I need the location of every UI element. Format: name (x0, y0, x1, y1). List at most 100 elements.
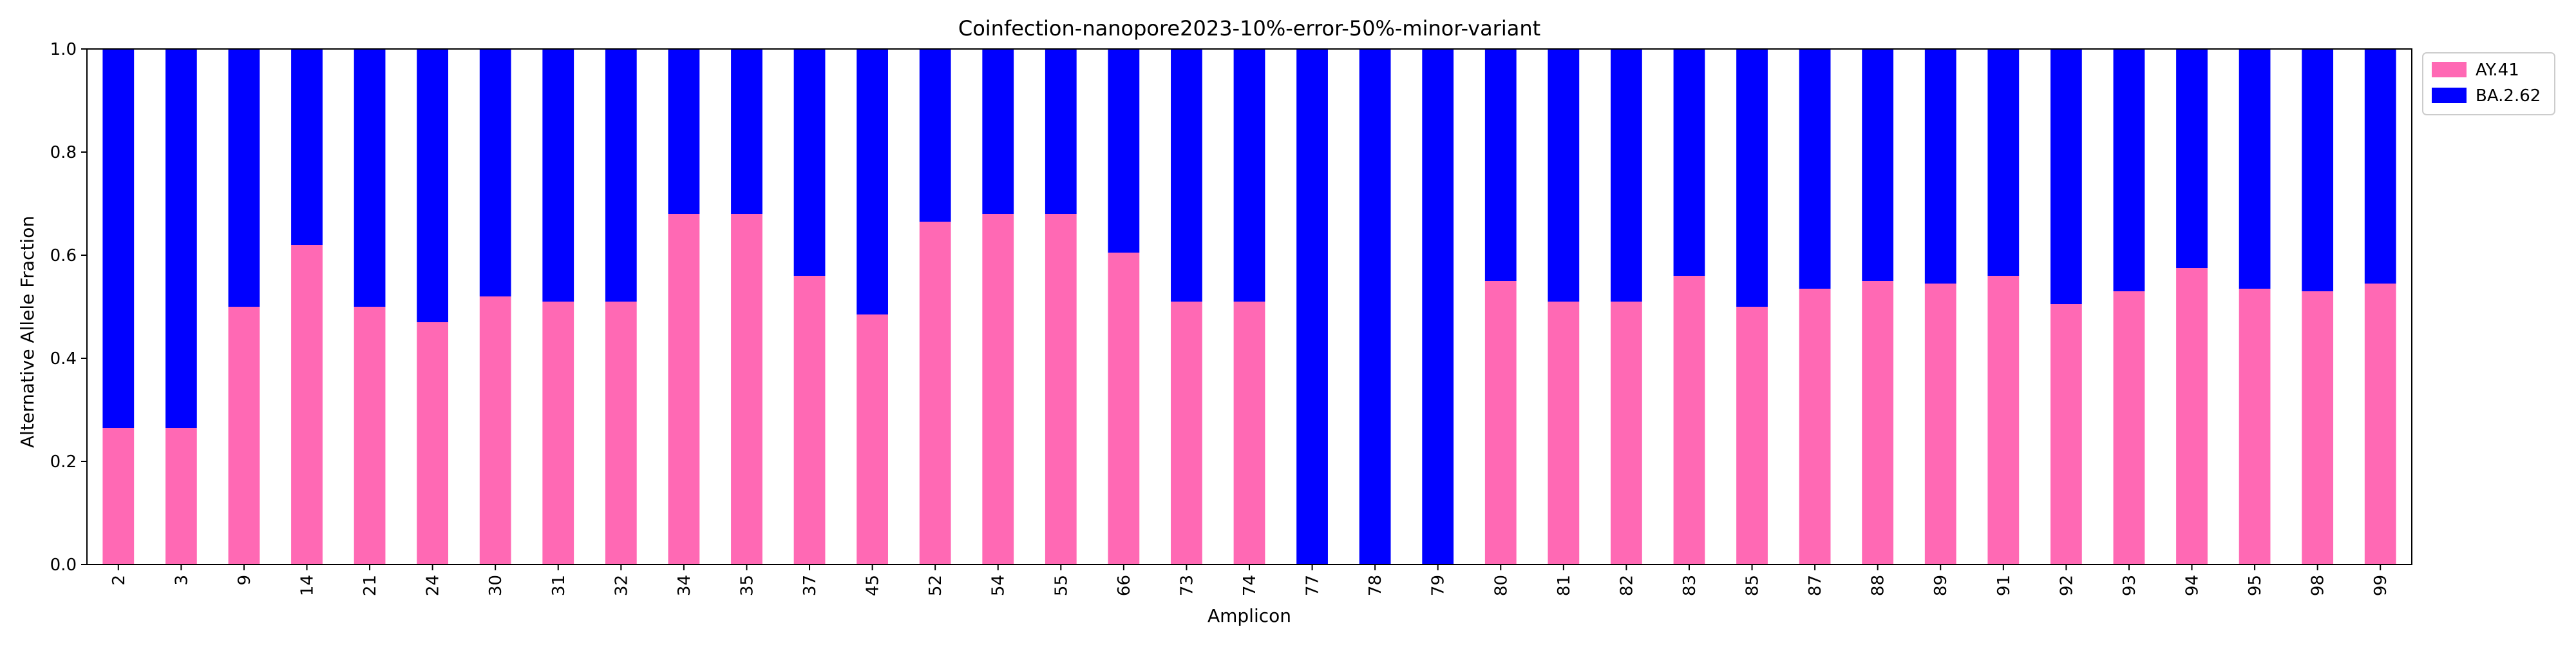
legend-label-ay41: AY.41 (2476, 61, 2519, 80)
bar-ba262-95 (2239, 49, 2271, 289)
x-tick-label: 35 (737, 575, 757, 596)
bar-ay41-93 (2113, 291, 2145, 565)
x-tick-label: 85 (1743, 575, 1763, 596)
bar-ba262-79 (1422, 49, 1454, 565)
bar-ay41-34 (668, 214, 700, 565)
x-tick-label: 2 (109, 575, 129, 586)
x-tick-label: 32 (612, 575, 631, 596)
bar-ay41-35 (731, 214, 762, 565)
x-tick-label: 79 (1429, 575, 1448, 596)
legend: AY.41 BA.2.62 (2422, 52, 2555, 115)
bar-ay41-89 (1924, 284, 1956, 565)
bar-ay41-83 (1673, 276, 1705, 565)
bar-ba262-91 (1987, 49, 2020, 276)
x-tick-label: 21 (361, 575, 380, 596)
bar-ba262-54 (982, 49, 1014, 214)
x-tick-label: 52 (926, 575, 945, 596)
bar-ba262-2 (102, 49, 135, 428)
bar-ay41-94 (2176, 268, 2208, 565)
bar-ay41-30 (479, 296, 511, 565)
x-axis-label: Amplicon (1208, 605, 1291, 626)
x-tick-label: 66 (1115, 575, 1134, 596)
bar-ay41-21 (354, 307, 386, 565)
bar-ay41-14 (291, 245, 323, 565)
bar-ba262-73 (1171, 49, 1202, 302)
y-tick-label: 0.8 (50, 143, 77, 162)
bar-ba262-66 (1108, 49, 1140, 253)
bar-ba262-37 (793, 49, 826, 276)
x-tick-label: 81 (1555, 575, 1574, 596)
bar-ba262-99 (2364, 49, 2396, 284)
x-tick-label: 9 (235, 575, 254, 586)
x-tick-label: 82 (1617, 575, 1636, 596)
bar-ba262-32 (605, 49, 637, 302)
y-tick-label: 0.2 (50, 452, 77, 472)
bar-ay41-37 (793, 276, 826, 565)
x-tick-label: 73 (1177, 575, 1197, 596)
bar-ay41-85 (1736, 307, 1768, 565)
bar-ba262-55 (1045, 49, 1077, 214)
bar-ay41-88 (1862, 281, 1894, 565)
bar-ba262-92 (2050, 49, 2082, 304)
x-tick-label: 45 (864, 575, 883, 596)
bar-ay41-24 (417, 322, 449, 565)
x-tick-label: 99 (2371, 575, 2391, 596)
legend-swatch-ba262 (2432, 88, 2467, 103)
bar-ay41-66 (1108, 253, 1140, 565)
bar-ay41-32 (605, 302, 637, 565)
bar-ba262-45 (857, 49, 888, 314)
bar-ay41-87 (1799, 289, 1831, 565)
bar-ba262-30 (479, 49, 511, 296)
x-tick-label: 77 (1303, 575, 1323, 596)
bar-ay41-91 (1987, 276, 2020, 565)
bar-ay41-80 (1484, 281, 1517, 565)
x-tick-label: 98 (2309, 575, 2328, 596)
bar-ay41-92 (2050, 304, 2082, 565)
y-axis-label: Alternative Allele Fraction (17, 216, 38, 448)
bar-ba262-85 (1736, 49, 1768, 307)
legend-swatch-ay41 (2432, 62, 2467, 77)
bar-ay41-3 (165, 428, 197, 565)
bar-ay41-31 (542, 302, 574, 565)
x-tick-label: 94 (2183, 575, 2202, 596)
x-tick-label: 55 (1052, 575, 1071, 596)
x-tick-label: 24 (424, 575, 443, 596)
x-tick-label: 91 (1994, 575, 2014, 596)
bar-ba262-87 (1799, 49, 1831, 289)
bar-ay41-99 (2364, 284, 2396, 565)
bar-ba262-9 (228, 49, 260, 307)
bar-ba262-81 (1548, 49, 1580, 302)
bar-ay41-52 (919, 222, 951, 565)
x-tick-label: 93 (2120, 575, 2139, 596)
plot-area: 0.0 0.2 0.4 0.6 0.8 1.0 2 3 9 14 21 24 30 31 32 34 35 37 4… (50, 40, 2412, 596)
bar-ba262-94 (2176, 49, 2208, 268)
bar-ay41-55 (1045, 214, 1077, 565)
x-tick-label: 95 (2246, 575, 2265, 596)
x-tick-label: 37 (800, 575, 820, 596)
bar-ba262-89 (1924, 49, 1956, 284)
bar-ba262-80 (1484, 49, 1517, 281)
x-tick-label: 30 (486, 575, 506, 596)
y-tick-label: 1.0 (50, 40, 77, 59)
x-tick-label: 83 (1680, 575, 1700, 596)
x-tick-label: 80 (1492, 575, 1511, 596)
x-tick-label: 54 (989, 575, 1009, 596)
y-tick-label: 0.0 (50, 555, 77, 575)
bar-ba262-77 (1296, 49, 1328, 565)
bar-ay41-98 (2302, 291, 2334, 565)
bar-ba262-35 (731, 49, 762, 214)
y-tick-label: 0.4 (50, 349, 77, 369)
bar-ba262-82 (1611, 49, 1642, 302)
chart-title: Coinfection-nanopore2023-10%-error-50%-m… (958, 16, 1540, 41)
bar-ay41-74 (1233, 302, 1265, 565)
bar-ay41-9 (228, 307, 260, 565)
x-tick-label: 89 (1931, 575, 1951, 596)
x-tick-label: 87 (1806, 575, 1825, 596)
bar-ay41-73 (1171, 302, 1202, 565)
x-tick-label: 74 (1240, 575, 1260, 596)
bar-ba262-78 (1359, 49, 1391, 565)
bar-ba262-14 (291, 49, 323, 245)
legend-label-ba262: BA.2.62 (2476, 86, 2541, 106)
bar-ay41-81 (1548, 302, 1580, 565)
